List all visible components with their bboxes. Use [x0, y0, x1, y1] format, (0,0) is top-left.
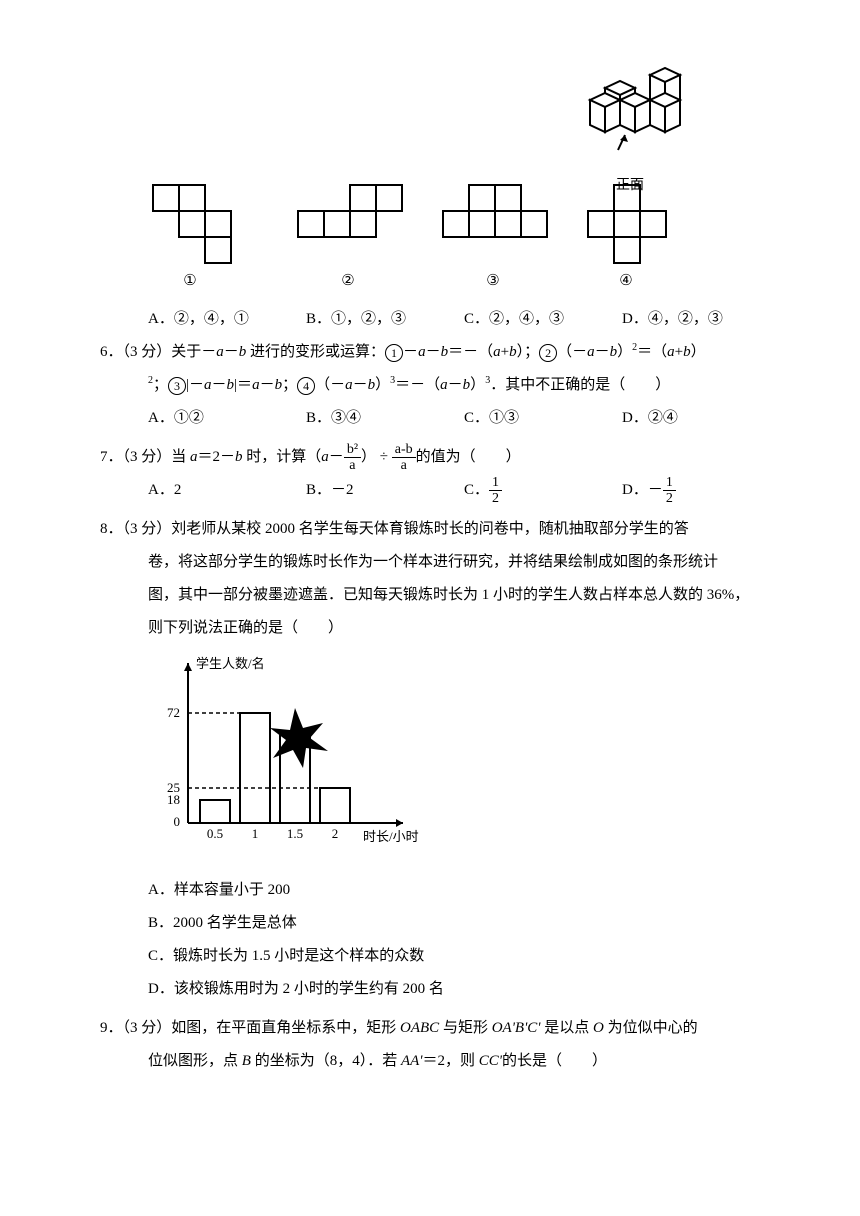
q8-opt-d: D．该校锻炼用时为 2 小时的学生约有 200 名: [148, 973, 780, 1006]
q5-options: A．②，④，① B．①，②，③ C．②，④，③ D．④，②，③: [100, 303, 780, 336]
q6-opt-d: D．②④: [622, 402, 780, 435]
svg-text:2: 2: [332, 826, 339, 841]
svg-text:0.5: 0.5: [207, 826, 223, 841]
svg-text:学生人数/名: 学生人数/名: [196, 656, 265, 671]
q5-opt-a: A．②，④，①: [148, 303, 306, 336]
cube-front-label: 正面: [570, 171, 690, 202]
svg-text:③: ③: [486, 273, 499, 289]
q7-opt-a: A．2: [148, 474, 306, 507]
svg-text:②: ②: [341, 273, 354, 289]
q7-opt-d: D．－12: [622, 474, 780, 507]
q6-opt-b: B．③④: [306, 402, 464, 435]
question-9: 9．（3 分）如图，在平面直角坐标系中，矩形 OABC 与矩形 OA'B'C' …: [100, 1012, 780, 1078]
question-6: 6．（3 分）关于－a－b 进行的变形或运算：1－a－b＝－（a+b）；2（－a…: [100, 336, 780, 435]
bar-chart: 学生人数/名 时长/小时 72 25 18 0 0.5 1 1.5 2: [100, 653, 780, 866]
q8-opt-b: B．2000 名学生是总体: [148, 907, 780, 940]
q6-opt-a: A．①②: [148, 402, 306, 435]
q7-opt-b: B．－2: [306, 474, 464, 507]
svg-text:72: 72: [167, 705, 180, 720]
q7-opt-c: C．12: [464, 474, 622, 507]
q5-opt-b: B．①，②，③: [306, 303, 464, 336]
svg-text:④: ④: [619, 273, 632, 289]
q8-opt-c: C．锻炼时长为 1.5 小时是这个样本的众数: [148, 940, 780, 973]
q8-opt-a: A．样本容量小于 200: [148, 874, 780, 907]
svg-text:18: 18: [167, 792, 180, 807]
q6-opt-c: C．①③: [464, 402, 622, 435]
svg-text:①: ①: [183, 273, 196, 289]
svg-text:1.5: 1.5: [287, 826, 303, 841]
question-8: 8．（3 分）刘老师从某校 2000 名学生每天体育锻炼时长的问卷中，随机抽取部…: [100, 513, 780, 1006]
svg-text:时长/小时: 时长/小时: [363, 829, 419, 844]
svg-text:0: 0: [174, 814, 181, 829]
q5-opt-c: C．②，④，③: [464, 303, 622, 336]
svg-text:1: 1: [252, 826, 259, 841]
q5-opt-d: D．④，②，③: [622, 303, 780, 336]
cube-3d-figure: 正面: [570, 60, 690, 202]
question-7: 7．（3 分）当 a＝2－b 时，计算（a－b²a） ÷ a-ba的值为（ ） …: [100, 441, 780, 507]
